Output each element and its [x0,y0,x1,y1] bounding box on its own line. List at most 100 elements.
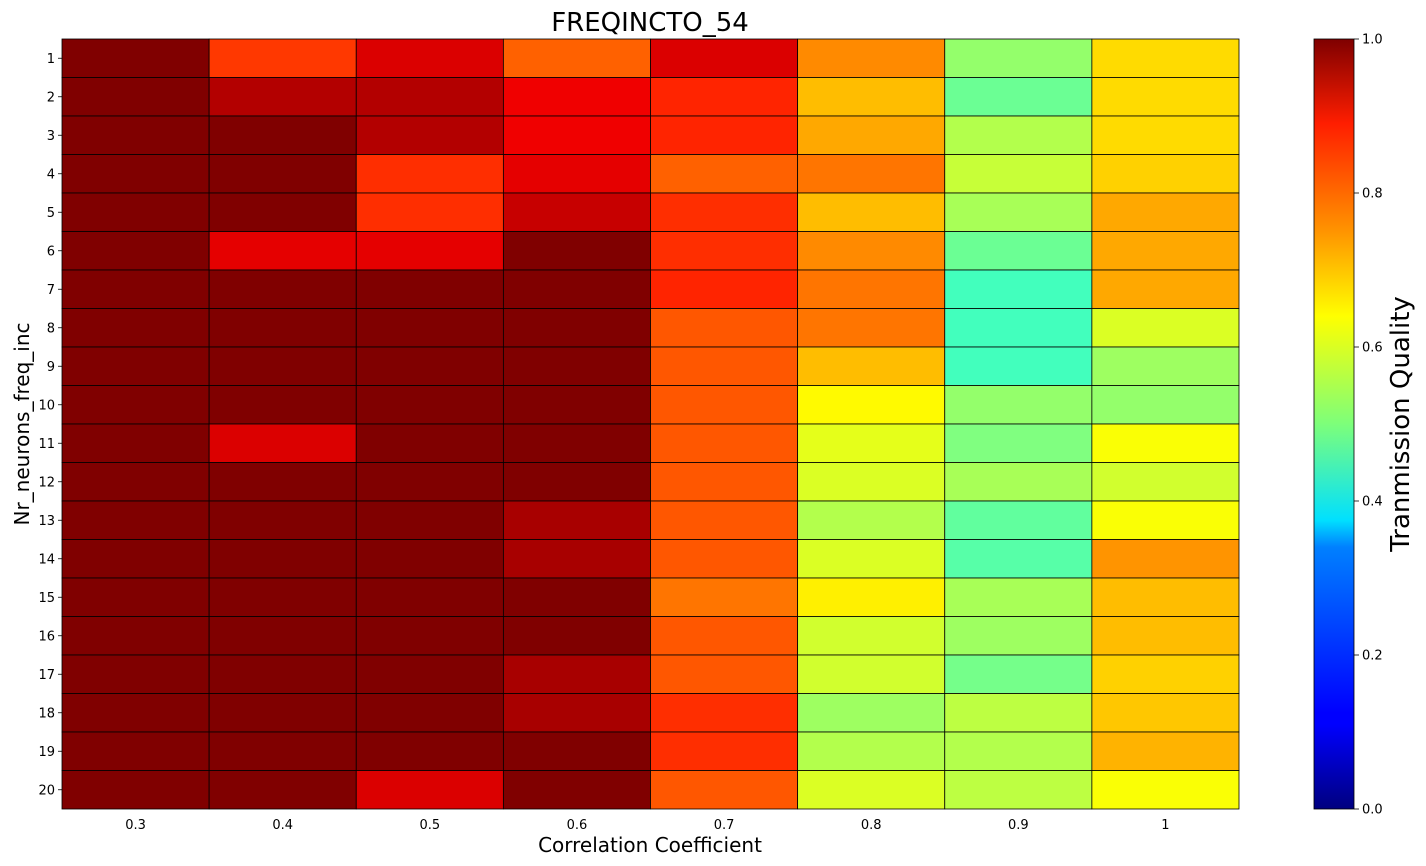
y-tick-label: 4 [47,167,55,182]
heatmap-cell [1091,500,1240,540]
colorbar-tick-label: 0.4 [1362,495,1383,510]
heatmap-cell [208,385,357,425]
heatmap-cell [208,577,357,617]
heatmap-cell [208,462,357,502]
heatmap-cell [797,423,946,463]
heatmap-cell [355,77,504,117]
heatmap-cell [944,385,1093,425]
heatmap-cell [208,38,357,78]
heatmap-cell [650,269,799,309]
heatmap-cell [1091,462,1240,502]
heatmap-cell [650,231,799,271]
heatmap-cell [1091,616,1240,656]
heatmap-cell [502,423,651,463]
heatmap-cell [61,770,210,810]
heatmap-cell [650,500,799,540]
heatmap-cell [797,539,946,579]
heatmap-cell [61,539,210,579]
y-tick-label: 17 [38,668,55,683]
heatmap-cell [208,693,357,733]
heatmap-cell [61,269,210,309]
heatmap-cell [650,38,799,78]
heatmap-cell [944,154,1093,194]
heatmap-cell [650,539,799,579]
heatmap-cell [650,693,799,733]
heatmap-cell [502,269,651,309]
colorbar-tick-label: 0.8 [1362,187,1383,202]
heatmap-cell [502,192,651,232]
heatmap-cell [944,308,1093,348]
heatmap-cell [208,654,357,694]
heatmap-cell [797,500,946,540]
heatmap-cell [355,770,504,810]
heatmap-cell [61,462,210,502]
heatmap-cell [61,693,210,733]
heatmap-cell [208,77,357,117]
heatmap-cell [797,731,946,771]
heatmap-cell [1091,115,1240,155]
y-tick-label: 6 [47,244,55,259]
heatmap-cell [797,77,946,117]
heatmap-cell [208,500,357,540]
heatmap-cell [944,423,1093,463]
heatmap-cell [797,154,946,194]
x-axis-ticks: 0.3 0.4 0.5 0.6 0.7 0.8 0.9 1 [125,818,1169,833]
heatmap-cell [502,231,651,271]
y-tick-label: 10 [38,398,55,413]
heatmap-cell [944,654,1093,694]
x-tick-label: 0.7 [714,818,735,833]
heatmap-cell [208,308,357,348]
heatmap-cell [61,616,210,656]
heatmap-cell [355,38,504,78]
heatmap-cell [502,308,651,348]
heatmap-cell [502,654,651,694]
heatmap-cell [1091,192,1240,232]
heatmap-cell [650,731,799,771]
heatmap-cell [61,385,210,425]
heatmap-cell [502,539,651,579]
heatmap-cell [355,308,504,348]
heatmap-cell [1091,770,1240,810]
heatmap-cell [650,77,799,117]
y-tick-label: 20 [38,783,55,798]
heatmap-cell [1091,577,1240,617]
heatmap-cell [944,77,1093,117]
heatmap-cell [944,462,1093,502]
heatmap-cell [61,154,210,194]
heatmap-cell [797,577,946,617]
heatmap-cell [650,423,799,463]
heatmap-cell [944,231,1093,271]
chart-title: FREQINCTO_54 [551,8,749,38]
colorbar-tick-label: 0.2 [1362,649,1383,664]
heatmap-cell [1091,346,1240,386]
heatmap-cell [797,346,946,386]
heatmap-cell [797,654,946,694]
heatmap-cell [797,693,946,733]
y-tick-label: 7 [47,283,55,298]
colorbar-ticks: 0.0 0.2 0.4 0.6 0.8 1.0 [1354,33,1383,818]
heatmap-cell [797,385,946,425]
heatmap-cell [797,269,946,309]
heatmap-cell [502,500,651,540]
y-axis-label: Nr_neurons_freq_inc [10,322,34,525]
y-tick-label: 12 [38,475,55,490]
heatmap-cell [797,308,946,348]
heatmap-cell [650,577,799,617]
heatmap-cell [502,115,651,155]
heatmap-cell [944,616,1093,656]
heatmap-cell [1091,731,1240,771]
heatmap-cell [797,770,946,810]
y-tick-label: 14 [38,552,55,567]
heatmap-cell [61,231,210,271]
y-tick-label: 16 [38,629,55,644]
heatmap-cell [1091,385,1240,425]
heatmap-cell [944,770,1093,810]
heatmap-cell [797,462,946,502]
heatmap-cell [61,38,210,78]
y-tick-label: 2 [47,90,55,105]
heatmap-cell [208,770,357,810]
heatmap-cell [61,346,210,386]
heatmap-cell [502,616,651,656]
